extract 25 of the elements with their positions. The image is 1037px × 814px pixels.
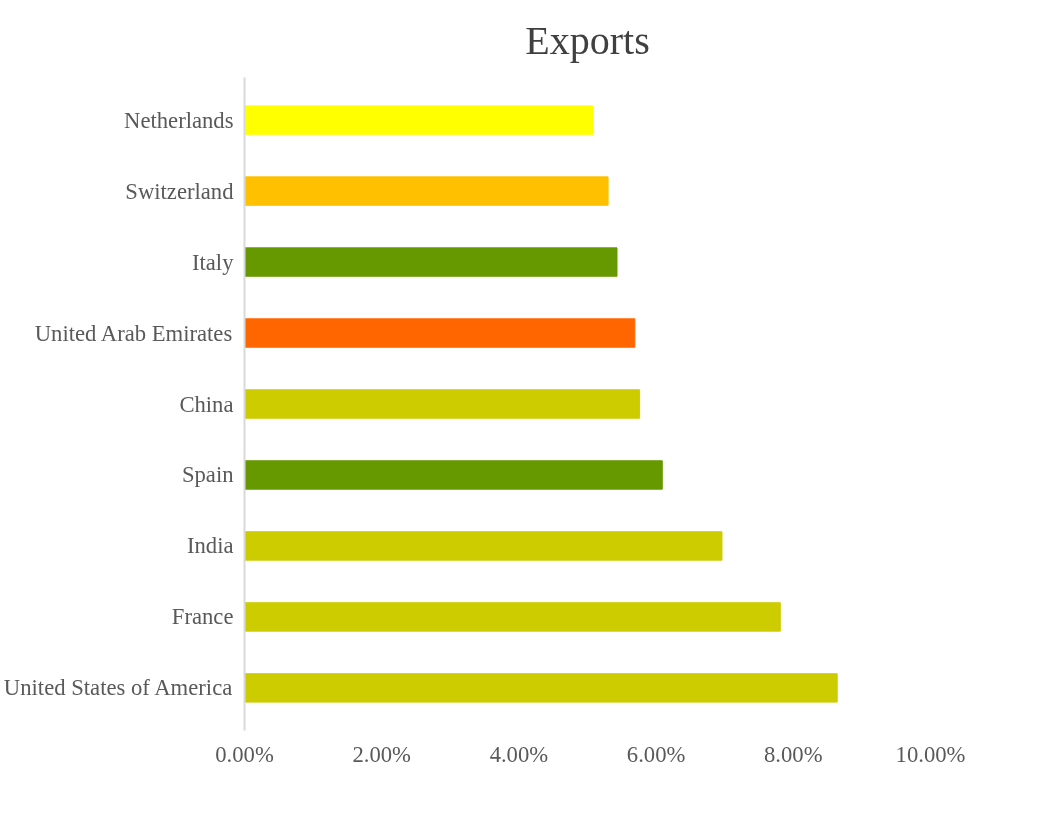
- y-tick-label: France: [171, 604, 234, 630]
- y-tick-label: Switzerland: [125, 178, 235, 204]
- bar: [244, 531, 723, 561]
- y-tick-label: United States of America: [3, 675, 233, 701]
- x-tick-label: 4.00%: [489, 741, 549, 767]
- bar: [244, 318, 636, 348]
- y-tick-label: India: [186, 533, 234, 559]
- x-tick-label: 0.00%: [215, 741, 274, 767]
- y-tick-label: United Arab Emirates: [34, 320, 233, 346]
- y-tick-label: Netherlands: [124, 107, 234, 133]
- bar: [244, 673, 838, 703]
- bar: [244, 389, 641, 419]
- bar: [244, 247, 618, 277]
- y-tick-label: Italy: [191, 249, 235, 275]
- x-tick-label: 2.00%: [352, 741, 412, 767]
- bar: [244, 105, 594, 135]
- chart-title: Exports: [525, 17, 650, 63]
- bar: [244, 460, 663, 490]
- bar: [244, 602, 781, 632]
- x-tick-label: 6.00%: [626, 741, 686, 767]
- x-tick-label: 10.00%: [895, 741, 966, 767]
- y-tick-label: Spain: [181, 462, 234, 488]
- bar: [244, 176, 609, 206]
- y-tick-label: China: [179, 391, 234, 417]
- x-tick-label: 8.00%: [764, 741, 823, 767]
